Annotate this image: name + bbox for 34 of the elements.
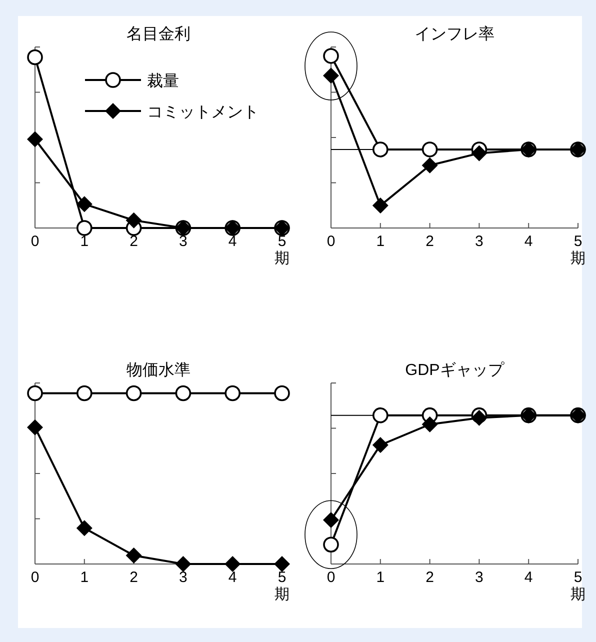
x-tick-label: 3 — [179, 569, 188, 586]
x-tick-label: 3 — [475, 569, 484, 586]
x-tick-label: 0 — [30, 569, 40, 586]
x-axis-title: 期 — [570, 250, 586, 267]
x-tick-label: 1 — [80, 233, 89, 250]
x-tick-label: 2 — [426, 569, 434, 586]
x-tick-label: 1 — [376, 569, 385, 586]
legend-label: コミットメント — [147, 104, 259, 121]
x-axis-title: 期 — [274, 586, 290, 603]
x-tick-label: 2 — [130, 569, 138, 586]
x-tick-label: 0 — [30, 233, 40, 250]
x-axis-title: 期 — [274, 250, 290, 267]
x-axis-title: 期 — [570, 586, 586, 603]
x-tick-label: 0 — [326, 233, 336, 250]
chart-title: インフレ率 — [414, 25, 494, 43]
legend-label: 裁量 — [147, 72, 179, 90]
x-tick-label: 4 — [524, 233, 533, 250]
x-tick-label: 4 — [228, 569, 237, 586]
x-tick-label: 4 — [228, 233, 237, 250]
x-tick-label: 5 — [574, 569, 582, 586]
x-tick-label: 5 — [278, 569, 286, 586]
chart-title: GDPギャップ — [405, 361, 505, 379]
x-tick-label: 2 — [130, 233, 138, 250]
x-tick-label: 5 — [278, 233, 286, 250]
x-tick-label: 1 — [376, 233, 385, 250]
x-tick-label: 5 — [574, 233, 582, 250]
chart-title: 名目金利 — [126, 25, 190, 43]
chart-title: 物価水準 — [126, 361, 190, 379]
x-tick-label: 2 — [426, 233, 434, 250]
x-tick-label: 0 — [326, 569, 336, 586]
x-tick-label: 1 — [80, 569, 89, 586]
x-tick-label: 3 — [475, 233, 484, 250]
x-tick-label: 4 — [524, 569, 533, 586]
x-tick-label: 3 — [179, 233, 188, 250]
